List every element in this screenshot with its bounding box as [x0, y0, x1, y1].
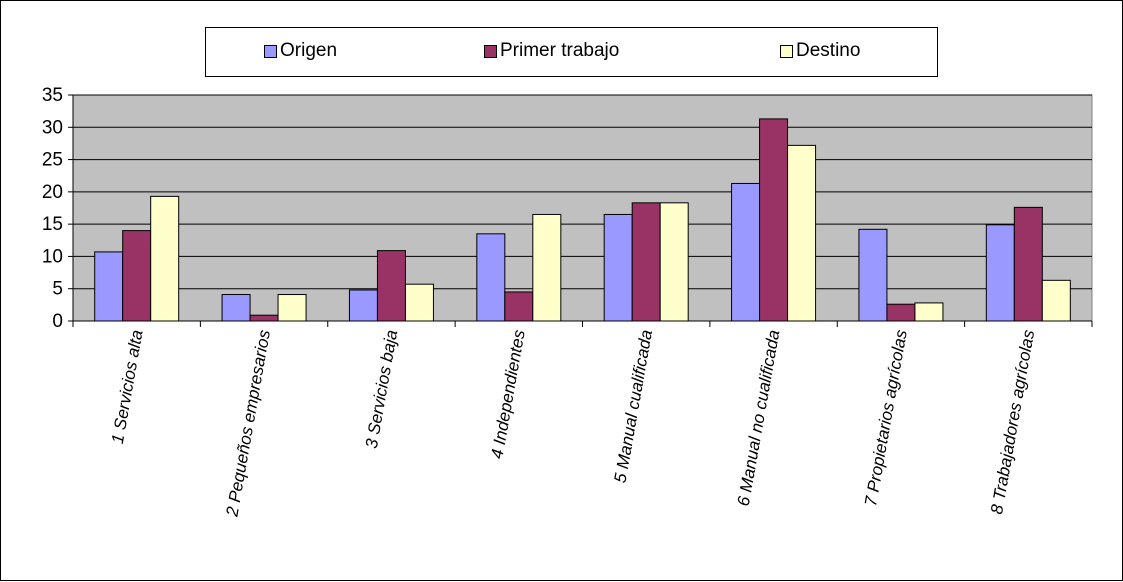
bar-2-2 — [249, 314, 279, 322]
legend-swatch-primer-trabajo — [484, 44, 497, 58]
bar-3-6 — [787, 144, 817, 322]
legend-swatch-destino — [780, 44, 793, 58]
category-label: 7 Propietarios agrícolas — [861, 328, 911, 508]
y-tick-label: 5 — [52, 279, 63, 300]
legend-entry-primer-trabajo: Primer trabajo — [484, 40, 619, 62]
bar-3-8 — [1041, 279, 1071, 322]
bar-1-7 — [858, 228, 888, 322]
category-label: 6 Manual no cualificada — [734, 328, 784, 507]
bar-2-3 — [376, 250, 406, 322]
y-tick-label: 30 — [42, 117, 63, 138]
category-label: 5 Manual cualificada — [611, 328, 657, 484]
category-label: 4 Independientes — [487, 328, 528, 460]
bar-1-2 — [221, 294, 251, 322]
bar-1-3 — [348, 289, 378, 322]
plot-area — [72, 94, 1093, 322]
bar-1-1 — [94, 251, 124, 322]
y-tick-label: 20 — [42, 182, 63, 203]
legend-entry-origen: Origen — [264, 40, 337, 62]
y-tick-label: 25 — [42, 150, 63, 171]
bar-3-2 — [277, 294, 307, 322]
bar-1-8 — [985, 224, 1015, 322]
legend-swatch-origen — [264, 44, 277, 58]
bar-3-7 — [914, 302, 944, 322]
bar-3-3 — [404, 283, 434, 322]
y-tick-label: 35 — [42, 85, 63, 106]
bar-3-1 — [150, 195, 180, 322]
legend-label-origen: Origen — [280, 40, 338, 61]
category-label: 1 Servicios alta — [108, 328, 147, 445]
y-tick-label: 0 — [52, 311, 63, 332]
bar-2-6 — [759, 118, 789, 322]
bar-3-4 — [532, 213, 562, 322]
category-label: 2 Pequeños empresarios — [222, 328, 274, 519]
y-tick-label: 15 — [42, 214, 63, 235]
bar-2-7 — [886, 303, 916, 322]
bar-2-1 — [122, 230, 152, 322]
bar-2-5 — [631, 202, 661, 322]
category-label: 3 Servicios baja — [362, 328, 402, 449]
bar-1-4 — [476, 233, 506, 322]
bar-1-6 — [731, 182, 761, 322]
legend-label-destino: Destino — [796, 40, 861, 61]
legend-label-primer-trabajo: Primer trabajo — [500, 40, 620, 61]
legend-entry-destino: Destino — [780, 40, 860, 62]
chart-legend: Origen Primer trabajo Destino — [205, 27, 938, 77]
bar-2-4 — [504, 291, 534, 322]
bar-2-8 — [1013, 206, 1043, 322]
category-label: 8 Trabajadores agrícolas — [987, 328, 1038, 516]
y-tick-label: 10 — [42, 246, 63, 267]
bar-1-5 — [603, 213, 633, 322]
bar-3-5 — [659, 202, 689, 322]
